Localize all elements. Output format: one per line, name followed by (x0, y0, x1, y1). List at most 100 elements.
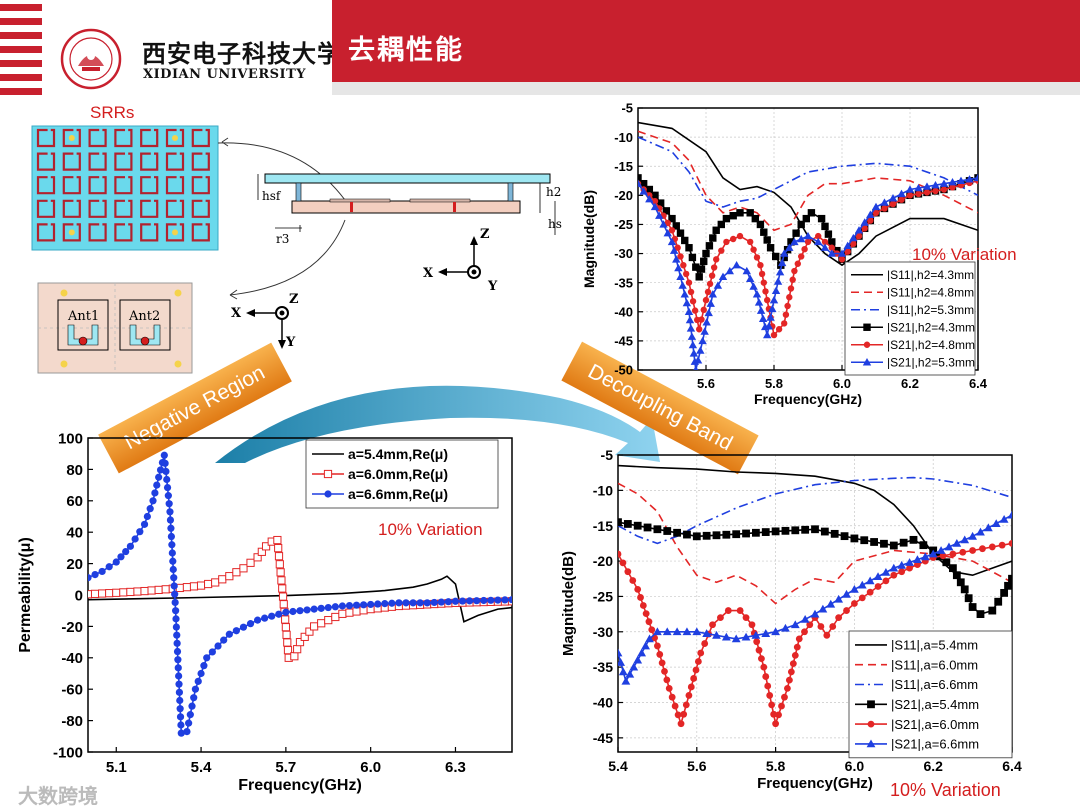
data-point (889, 200, 897, 208)
data-point (624, 568, 632, 576)
data-point (820, 527, 829, 536)
data-point (860, 218, 869, 226)
x-tick-label: 5.1 (106, 759, 127, 776)
data-point (423, 599, 431, 607)
data-point (655, 211, 664, 219)
data-point (661, 667, 668, 675)
data-point (637, 648, 647, 657)
data-point (170, 574, 178, 582)
data-point (844, 248, 851, 255)
data-point (153, 481, 161, 489)
data-point (827, 249, 836, 257)
connector-arrow (217, 142, 346, 201)
data-point (140, 520, 149, 528)
x-axis-label: Frequency(GHz) (757, 775, 873, 792)
data-point (508, 596, 512, 604)
data-point (126, 542, 134, 550)
structure-diagram: hsf h2 hs r3 Z X Y Ant1 Ant2 (31, 125, 562, 374)
data-point (764, 682, 772, 690)
data-point (480, 596, 488, 605)
data-point (754, 298, 764, 306)
data-point (275, 560, 284, 569)
data-point (763, 330, 772, 339)
data-point (785, 243, 794, 251)
srr-cell (88, 176, 107, 195)
data-point (176, 713, 185, 721)
data-point (804, 238, 812, 246)
data-point (653, 627, 662, 636)
data-point (651, 197, 659, 205)
data-point (317, 604, 325, 612)
legend-entry: |S21|,h2=5.3mm (887, 356, 975, 370)
data-point (669, 246, 679, 254)
data-point (88, 574, 92, 582)
data-point (758, 270, 766, 278)
data-point (964, 594, 973, 603)
y-tick-label: -45 (614, 334, 633, 349)
data-point (732, 530, 741, 539)
data-point (709, 234, 717, 242)
data-point (682, 298, 692, 307)
data-point (218, 575, 227, 584)
y-tick-label: -5 (601, 447, 614, 463)
data-point (942, 558, 951, 567)
data-point (708, 290, 717, 298)
y-tick-label: -50 (614, 363, 633, 378)
data-point (766, 244, 775, 252)
data-point (698, 336, 707, 345)
data-point (755, 646, 763, 654)
data-point (702, 629, 712, 637)
variation-annotation: 10% Variation (890, 780, 1001, 800)
data-point (166, 516, 175, 524)
data-point (654, 642, 661, 650)
data-point (685, 279, 693, 286)
data-point (999, 514, 1009, 523)
y-tick-label: -20 (61, 619, 83, 636)
series-2 (638, 130, 978, 232)
data-point (183, 727, 191, 736)
data-point (782, 311, 790, 318)
data-point (781, 526, 790, 535)
data-point (664, 219, 671, 227)
axis1-y: Y (487, 279, 498, 294)
data-point (458, 597, 467, 605)
data-point (374, 600, 382, 608)
y-tick-label: -10 (593, 482, 613, 498)
data-point (633, 655, 643, 664)
data-point (806, 621, 814, 629)
srr-cell (62, 128, 81, 148)
data-point (672, 222, 680, 230)
srr-cell (88, 199, 107, 218)
data-point (923, 189, 931, 196)
dim-r3: r3 (276, 232, 289, 246)
legend-entry: |S11|,h2=4.3mm (887, 268, 974, 282)
data-point (909, 535, 918, 544)
data-point (155, 473, 163, 481)
legend-entry: |S21|,h2=4.8mm (887, 338, 975, 352)
data-point (172, 623, 180, 631)
data-point (948, 178, 957, 186)
data-point (105, 589, 114, 598)
data-point (437, 598, 445, 606)
data-point (725, 266, 734, 275)
data-point (968, 603, 977, 611)
y-tick-label: -25 (614, 217, 633, 232)
data-point (820, 243, 830, 251)
data-point (753, 638, 761, 646)
data-point (146, 505, 154, 513)
data-point (402, 599, 410, 607)
data-point (772, 252, 780, 261)
data-point (239, 623, 248, 631)
data-point (956, 176, 966, 184)
srr-label: SRRs (90, 103, 135, 122)
data-point (936, 546, 946, 554)
data-point (232, 627, 240, 635)
data-point (829, 623, 837, 630)
data-point (300, 632, 309, 641)
data-point (689, 298, 697, 305)
dim-hsf: hsf (262, 189, 282, 203)
data-point (693, 365, 699, 370)
data-point (175, 688, 183, 696)
srr-cell (191, 199, 210, 218)
data-point (688, 253, 697, 262)
